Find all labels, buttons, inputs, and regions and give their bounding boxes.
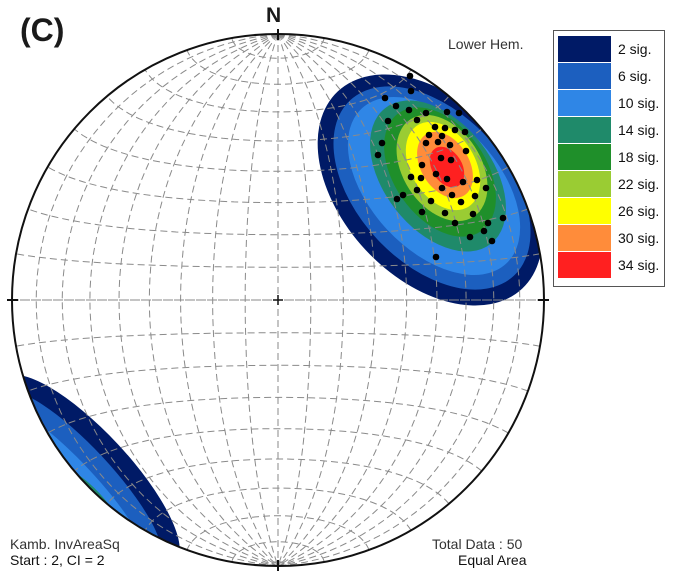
data-point bbox=[406, 72, 414, 80]
data-point bbox=[447, 156, 455, 164]
contour-start-label: Start : 2, CI = 2 bbox=[10, 552, 105, 568]
data-point bbox=[413, 116, 421, 124]
data-point bbox=[417, 174, 425, 182]
legend-item: 30 sig. bbox=[558, 224, 660, 251]
legend-swatch bbox=[558, 197, 611, 224]
small-circle bbox=[186, 515, 370, 551]
great-circle bbox=[277, 34, 438, 566]
projection-label: Equal Area bbox=[458, 552, 527, 568]
data-point bbox=[443, 175, 451, 183]
data-point bbox=[405, 106, 413, 114]
data-point bbox=[437, 154, 445, 162]
data-point bbox=[459, 178, 467, 186]
data-point bbox=[422, 109, 430, 117]
legend-swatch bbox=[558, 89, 611, 116]
small-circle bbox=[231, 541, 325, 563]
legend-label: 6 sig. bbox=[618, 67, 652, 84]
small-circle bbox=[106, 95, 450, 142]
data-point bbox=[384, 117, 392, 125]
data-point bbox=[427, 197, 435, 205]
legend-label: 2 sig. bbox=[618, 40, 652, 57]
north-label: N bbox=[266, 4, 282, 27]
data-point bbox=[471, 192, 479, 200]
data-point bbox=[431, 123, 439, 131]
data-point bbox=[422, 139, 430, 147]
data-point bbox=[482, 184, 490, 192]
data-point bbox=[451, 219, 459, 227]
legend-label: 22 sig. bbox=[618, 175, 660, 192]
data-point bbox=[378, 139, 386, 147]
data-points bbox=[374, 72, 507, 261]
legend-swatch bbox=[558, 116, 611, 143]
legend-label: 18 sig. bbox=[618, 148, 660, 165]
legend-item: 2 sig. bbox=[558, 35, 660, 62]
legend-label: 26 sig. bbox=[618, 202, 660, 219]
legend-swatch bbox=[558, 170, 611, 197]
panel-label: (C) bbox=[20, 12, 65, 48]
data-point bbox=[455, 109, 463, 117]
data-point bbox=[499, 214, 507, 222]
data-point bbox=[407, 87, 415, 95]
legend-label: 10 sig. bbox=[618, 94, 660, 111]
data-point bbox=[484, 219, 492, 227]
data-point bbox=[413, 186, 421, 194]
data-point bbox=[473, 176, 481, 184]
data-point bbox=[418, 208, 426, 216]
legend-swatch bbox=[558, 224, 611, 251]
legend-item: 18 sig. bbox=[558, 143, 660, 170]
legend-label: 34 sig. bbox=[618, 256, 660, 273]
legend-item: 22 sig. bbox=[558, 170, 660, 197]
data-point bbox=[462, 147, 470, 155]
data-point bbox=[466, 233, 474, 241]
data-point bbox=[457, 198, 465, 206]
legend-label: 14 sig. bbox=[618, 121, 660, 138]
data-point bbox=[469, 210, 477, 218]
data-point bbox=[441, 124, 449, 132]
legend-swatch bbox=[558, 62, 611, 89]
data-point bbox=[443, 108, 451, 116]
legend-swatch bbox=[558, 35, 611, 62]
data-point bbox=[374, 151, 382, 159]
small-circle bbox=[73, 428, 483, 472]
data-point bbox=[425, 131, 433, 139]
small-circle bbox=[231, 37, 325, 59]
legend-item: 6 sig. bbox=[558, 62, 660, 89]
data-point bbox=[393, 195, 401, 203]
stereonet-grid bbox=[12, 34, 544, 566]
data-point bbox=[407, 173, 415, 181]
legend-item: 34 sig. bbox=[558, 251, 660, 278]
data-point bbox=[432, 253, 440, 261]
data-point bbox=[461, 128, 469, 136]
hemisphere-label: Lower Hem. bbox=[448, 36, 524, 52]
legend-label: 30 sig. bbox=[618, 229, 660, 246]
data-point bbox=[446, 141, 454, 149]
legend-item: 26 sig. bbox=[558, 197, 660, 224]
data-point bbox=[381, 94, 389, 102]
data-point bbox=[392, 102, 400, 110]
center-cross bbox=[273, 295, 283, 305]
data-point bbox=[432, 170, 440, 178]
total-data-label: Total Data : 50 bbox=[432, 536, 523, 552]
legend-item: 10 sig. bbox=[558, 89, 660, 116]
data-point bbox=[441, 209, 449, 217]
data-point bbox=[438, 132, 446, 140]
data-point bbox=[399, 191, 407, 199]
data-point bbox=[480, 227, 488, 235]
data-point bbox=[434, 138, 442, 146]
contour-legend: 2 sig. 6 sig. 10 sig. 14 sig. 18 sig. 22… bbox=[553, 30, 665, 287]
data-point bbox=[418, 161, 426, 169]
data-point bbox=[448, 191, 456, 199]
data-point bbox=[438, 184, 446, 192]
legend-swatch bbox=[558, 143, 611, 170]
data-point bbox=[451, 126, 459, 134]
legend-swatch bbox=[558, 251, 611, 278]
data-point bbox=[488, 237, 496, 245]
small-circle bbox=[27, 364, 529, 392]
contour-method-label: Kamb. InvAreaSq bbox=[10, 536, 120, 552]
legend-item: 14 sig. bbox=[558, 116, 660, 143]
great-circle bbox=[89, 34, 279, 566]
small-circle bbox=[27, 208, 529, 236]
